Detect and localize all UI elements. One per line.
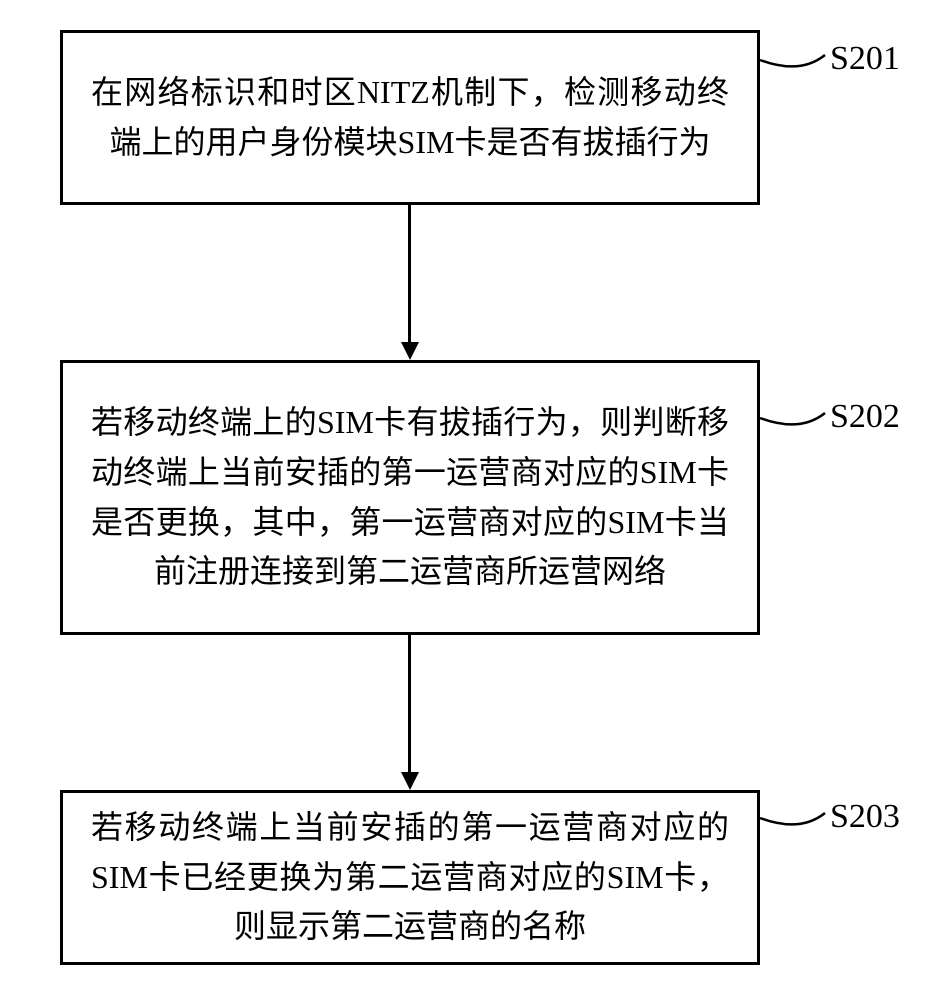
label-connector-1 (755, 50, 830, 80)
step-label-2: S202 (830, 398, 900, 436)
arrow-head-2-3 (401, 772, 419, 790)
flowchart-canvas: 在网络标识和时区NITZ机制下，检测移动终端上的用户身份模块SIM卡是否有拔插行… (0, 0, 943, 1000)
connector-1-2 (408, 205, 411, 342)
step-label-3: S203 (830, 798, 900, 836)
flowchart-box-3-text: 若移动终端上当前安插的第一运营商对应的SIM卡已经更换为第二运营商对应的SIM卡… (91, 803, 729, 952)
step-label-1: S201 (830, 40, 900, 78)
connector-2-3 (408, 635, 411, 772)
flowchart-box-2: 若移动终端上的SIM卡有拔插行为，则判断移动终端上当前安插的第一运营商对应的SI… (60, 360, 760, 635)
flowchart-box-1: 在网络标识和时区NITZ机制下，检测移动终端上的用户身份模块SIM卡是否有拔插行… (60, 30, 760, 205)
flowchart-box-2-text: 若移动终端上的SIM卡有拔插行为，则判断移动终端上当前安插的第一运营商对应的SI… (91, 398, 729, 596)
label-connector-3 (755, 808, 830, 838)
arrow-head-1-2 (401, 342, 419, 360)
flowchart-box-3: 若移动终端上当前安插的第一运营商对应的SIM卡已经更换为第二运营商对应的SIM卡… (60, 790, 760, 965)
label-connector-2 (755, 408, 830, 438)
flowchart-box-1-text: 在网络标识和时区NITZ机制下，检测移动终端上的用户身份模块SIM卡是否有拔插行… (91, 68, 729, 167)
